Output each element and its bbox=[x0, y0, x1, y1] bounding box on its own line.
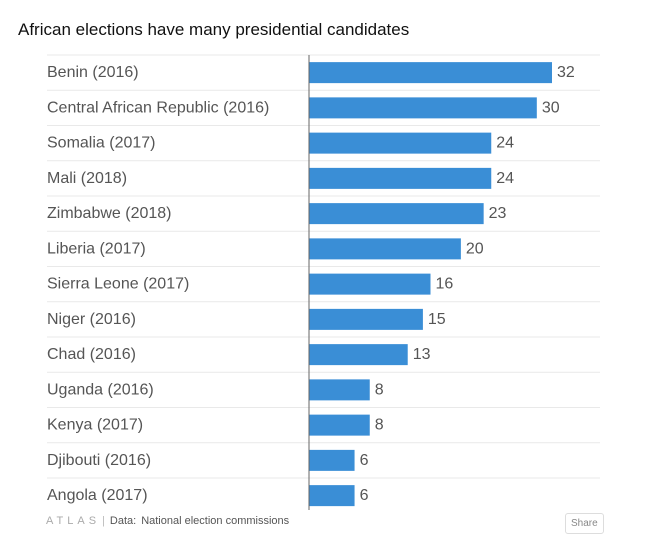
chart-footer: ATLAS | Data: National election commissi… bbox=[46, 515, 289, 527]
value-label: 8 bbox=[375, 381, 384, 398]
value-label: 6 bbox=[360, 452, 369, 469]
category-label: Angola (2017) bbox=[47, 487, 148, 504]
value-label: 15 bbox=[428, 311, 446, 328]
bar bbox=[309, 273, 431, 295]
source-prefix: Data: bbox=[109, 515, 137, 527]
category-label: Somalia (2017) bbox=[47, 135, 156, 152]
bar bbox=[309, 485, 355, 507]
footer-separator: | bbox=[102, 515, 105, 527]
value-label: 8 bbox=[375, 417, 384, 434]
category-label: Niger (2016) bbox=[47, 311, 136, 328]
bar bbox=[309, 132, 492, 154]
value-label: 6 bbox=[360, 487, 369, 504]
value-label: 20 bbox=[466, 240, 484, 257]
bar bbox=[309, 203, 484, 225]
category-label: Mali (2018) bbox=[47, 170, 127, 187]
category-label: Chad (2016) bbox=[47, 346, 136, 363]
category-label: Liberia (2017) bbox=[47, 240, 146, 257]
atlas-logo: ATLAS bbox=[46, 515, 101, 527]
chart-title: African elections have many presidential… bbox=[18, 20, 410, 39]
category-label: Kenya (2017) bbox=[47, 417, 143, 434]
value-label: 16 bbox=[436, 276, 454, 293]
value-label: 13 bbox=[413, 346, 431, 363]
category-label: Djibouti (2016) bbox=[47, 452, 151, 469]
bar bbox=[309, 449, 355, 471]
category-label: Central African Republic (2016) bbox=[47, 99, 269, 116]
value-label: 30 bbox=[542, 99, 560, 116]
bar bbox=[309, 62, 552, 84]
value-label: 23 bbox=[489, 205, 507, 222]
category-label: Benin (2016) bbox=[47, 64, 139, 81]
bar bbox=[309, 414, 370, 436]
bar bbox=[309, 238, 461, 260]
bar bbox=[309, 167, 492, 189]
bar bbox=[309, 379, 370, 401]
value-label: 24 bbox=[496, 135, 514, 152]
share-button[interactable]: Share bbox=[565, 513, 604, 534]
bar bbox=[309, 344, 408, 366]
bar bbox=[309, 97, 537, 119]
value-label: 24 bbox=[496, 170, 514, 187]
bar bbox=[309, 308, 423, 330]
value-label: 32 bbox=[557, 64, 575, 81]
category-label: Zimbabwe (2018) bbox=[47, 205, 172, 222]
category-label: Sierra Leone (2017) bbox=[47, 276, 189, 293]
category-label: Uganda (2016) bbox=[47, 381, 154, 398]
bar-chart: Benin (2016) 32 Central African Republic (… bbox=[47, 54, 600, 510]
source-text: National election commissions bbox=[141, 515, 290, 527]
